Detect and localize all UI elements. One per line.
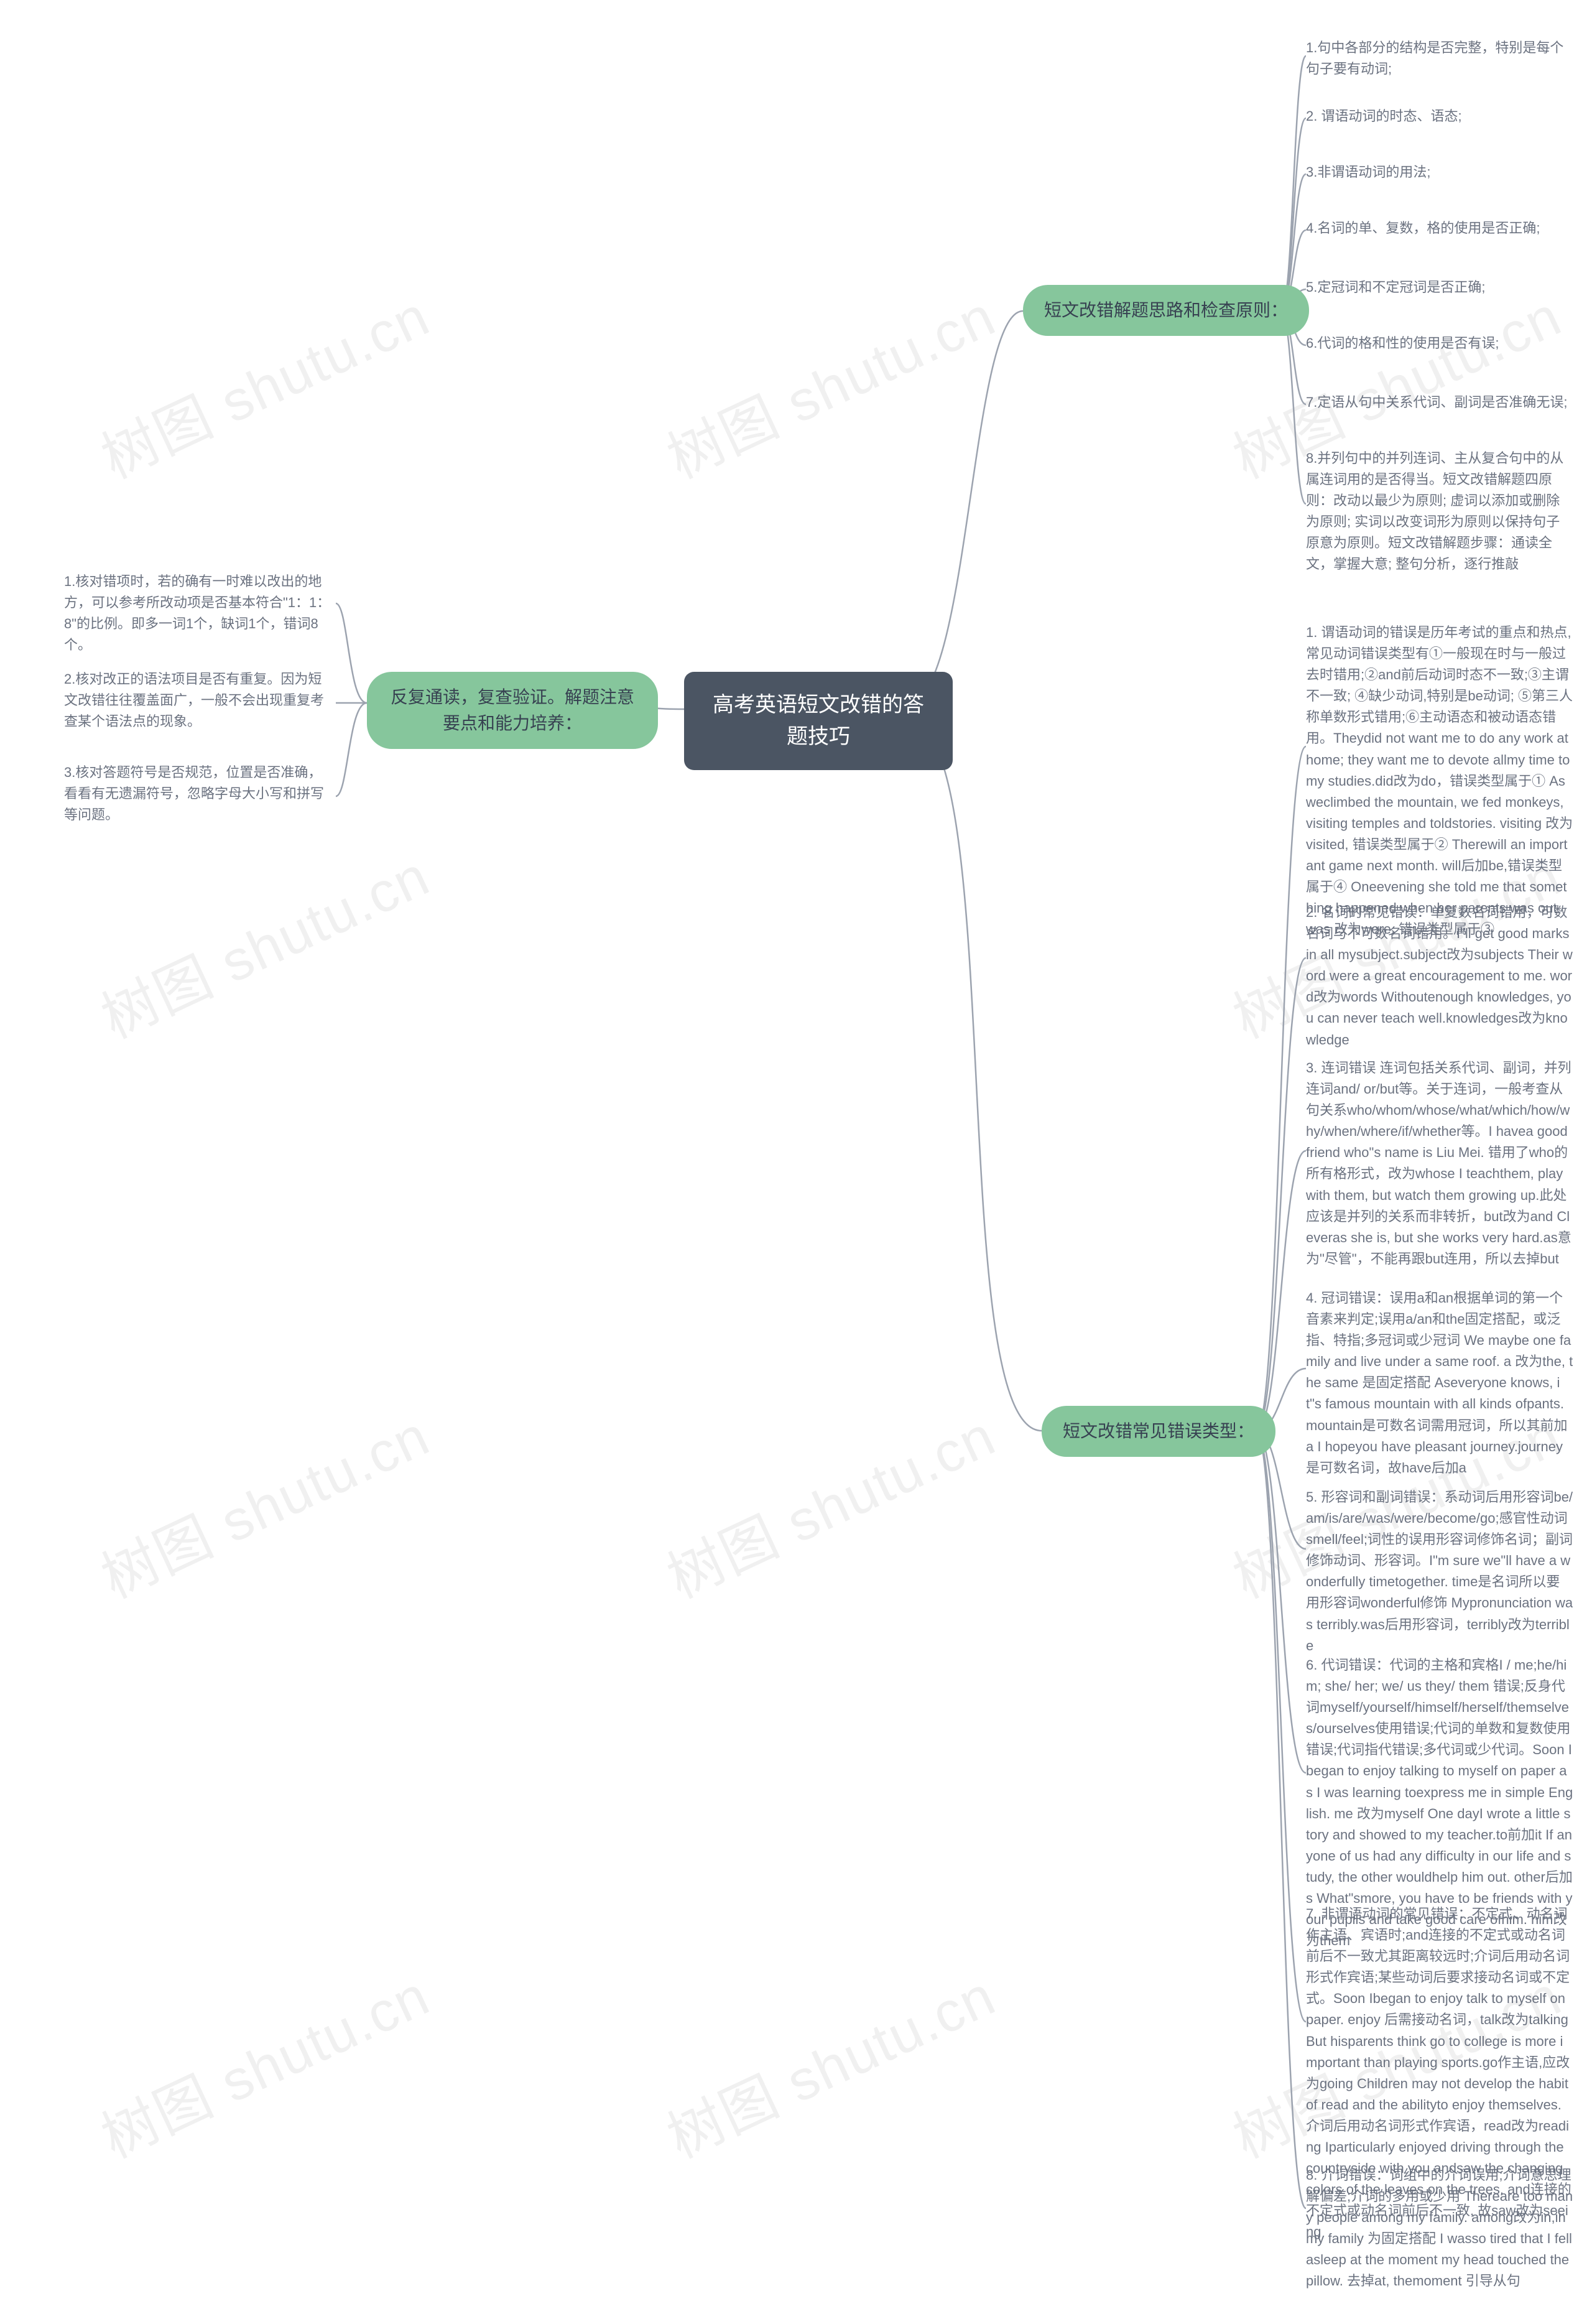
watermark: 树图 shutu.cn (86, 831, 440, 1054)
leaf-principle-3: 3.非谓语动词的用法; (1306, 162, 1430, 183)
center-node[interactable]: 高考英语短文改错的答题技巧 (684, 672, 953, 770)
leaf-principle-2: 2. 谓语动词的时态、语态; (1306, 106, 1462, 127)
leaf-error-1: 1. 谓语动词的错误是历年考试的重点和热点,常见动词错误类型有①一般现在时与一般… (1306, 622, 1573, 940)
leaf-error-8: 8. 介词错误：词组中的介词误用;介词意思理解偏差;介词的多用或少用 There… (1306, 2165, 1573, 2292)
leaf-review-2: 2.核对改正的语法项目是否有重复。因为短文改错往往覆盖面广，一般不会出现重复考查… (64, 669, 331, 732)
leaf-principle-6: 6.代词的格和性的使用是否有误; (1306, 333, 1499, 354)
leaf-principle-7: 7.定语从句中关系代词、副词是否准确无误; (1306, 392, 1567, 413)
leaf-principle-5: 5.定冠词和不定冠词是否正确; (1306, 277, 1485, 298)
watermark: 树图 shutu.cn (652, 1951, 1006, 2173)
leaf-principle-1: 1.句中各部分的结构是否完整，特别是每个句子要有动词; (1306, 37, 1573, 80)
watermark: 树图 shutu.cn (86, 1951, 440, 2173)
leaf-error-4: 4. 冠词错误：误用a和an根据单词的第一个音素来判定;误用a/an和the固定… (1306, 1288, 1573, 1479)
watermark: 树图 shutu.cn (652, 271, 1006, 494)
watermark: 树图 shutu.cn (86, 271, 440, 494)
leaf-error-3: 3. 连词错误 连词包括关系代词、副词，并列连词and/ or/but等。关于连… (1306, 1057, 1573, 1270)
leaf-error-5: 5. 形容词和副词错误：系动词后用形容词be/am/is/are/was/wer… (1306, 1487, 1573, 1657)
branch-error-types[interactable]: 短文改错常见错误类型： (1042, 1406, 1275, 1457)
leaf-review-1: 1.核对错项时，若的确有一时难以改出的地方，可以参考所改动项是否基本符合"1：1… (64, 571, 331, 656)
leaf-error-2: 2. 名词的常见错误：单复数名词错用，可数名词与不可数名词错用。I"ll get… (1306, 902, 1573, 1051)
branch-principles[interactable]: 短文改错解题思路和检查原则： (1023, 285, 1309, 336)
watermark: 树图 shutu.cn (652, 1391, 1006, 1614)
watermark: 树图 shutu.cn (86, 1391, 440, 1614)
leaf-principle-4: 4.名词的单、复数，格的使用是否正确; (1306, 218, 1540, 239)
leaf-principle-8: 8.并列句中的并列连词、主从复合句中的从属连词用的是否得当。短文改错解题四原则：… (1306, 448, 1573, 575)
leaf-review-3: 3.核对答题符号是否规范，位置是否准确，看看有无遗漏符号，忽略字母大小写和拼写等… (64, 762, 331, 825)
branch-review[interactable]: 反复通读，复查验证。解题注意要点和能力培养： (367, 672, 658, 749)
